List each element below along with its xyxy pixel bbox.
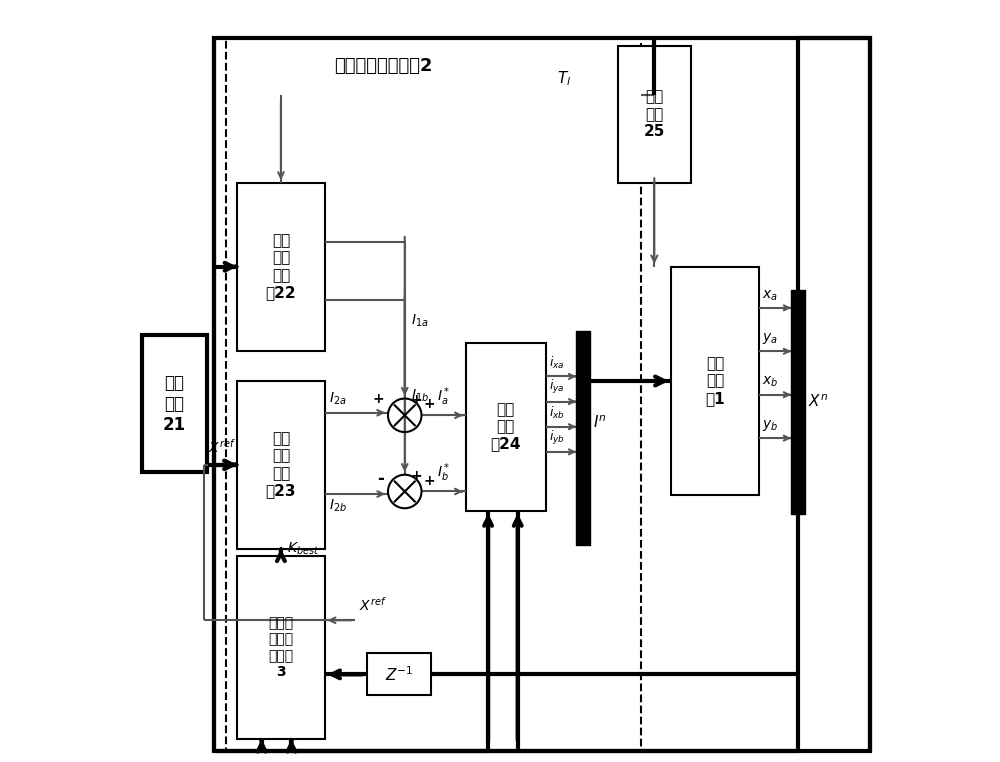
Text: $x_b$: $x_b$ [762,375,778,389]
Text: +: + [424,474,435,488]
Text: +: + [373,392,384,406]
Text: 状态
反馈
控制
器23: 状态 反馈 控制 器23 [266,431,296,498]
FancyBboxPatch shape [367,654,431,695]
Text: 控制器
参数优
化模块
3: 控制器 参数优 化模块 3 [268,616,293,679]
Text: 负载
转矩
25: 负载 转矩 25 [644,89,665,139]
Text: 位置
给定
21: 位置 给定 21 [163,374,186,434]
FancyBboxPatch shape [237,381,325,549]
Text: $X^{ref}$: $X^{ref}$ [208,438,236,456]
Text: -: - [377,469,384,488]
Text: $y_a$: $y_a$ [762,331,778,346]
Text: $Z^{-1}$: $Z^{-1}$ [385,665,413,684]
FancyBboxPatch shape [142,335,207,472]
Text: $I_{1b}$: $I_{1b}$ [411,388,429,404]
FancyBboxPatch shape [237,556,325,739]
Text: $X^n$: $X^n$ [808,394,828,410]
Text: +: + [411,393,422,407]
Text: $i_{ya}$: $i_{ya}$ [549,378,564,396]
Text: $I^n$: $I^n$ [593,415,607,431]
Text: $I_{2b}$: $I_{2b}$ [329,498,347,514]
FancyBboxPatch shape [618,46,690,183]
Text: $y_b$: $y_b$ [762,418,778,433]
Text: $i_{xa}$: $i_{xa}$ [549,355,564,371]
FancyBboxPatch shape [671,267,759,495]
Text: $I_{1a}$: $I_{1a}$ [411,312,428,329]
Text: +: + [411,469,422,483]
Text: $K_{best}$: $K_{best}$ [287,540,319,557]
Text: $i_{xb}$: $i_{xb}$ [549,405,565,421]
Text: 抗干扰智能控制器2: 抗干扰智能控制器2 [334,57,433,75]
Text: $X^{ref}$: $X^{ref}$ [359,597,387,614]
Text: $T_l$: $T_l$ [557,69,571,88]
Text: $i_{yb}$: $i_{yb}$ [549,428,565,447]
Text: +: + [424,398,435,411]
Text: $I_{2a}$: $I_{2a}$ [329,390,346,407]
FancyBboxPatch shape [466,343,546,511]
Text: 磁轴
承系
统1: 磁轴 承系 统1 [705,356,725,406]
Text: 限流
控制
器24: 限流 控制 器24 [490,402,521,452]
Text: $I_a^*$: $I_a^*$ [437,385,450,408]
Text: $I_b^*$: $I_b^*$ [437,461,450,484]
Text: 负载
补偿
控制
器22: 负载 补偿 控制 器22 [266,233,296,300]
FancyBboxPatch shape [237,183,325,351]
Text: $x_a$: $x_a$ [762,288,778,303]
